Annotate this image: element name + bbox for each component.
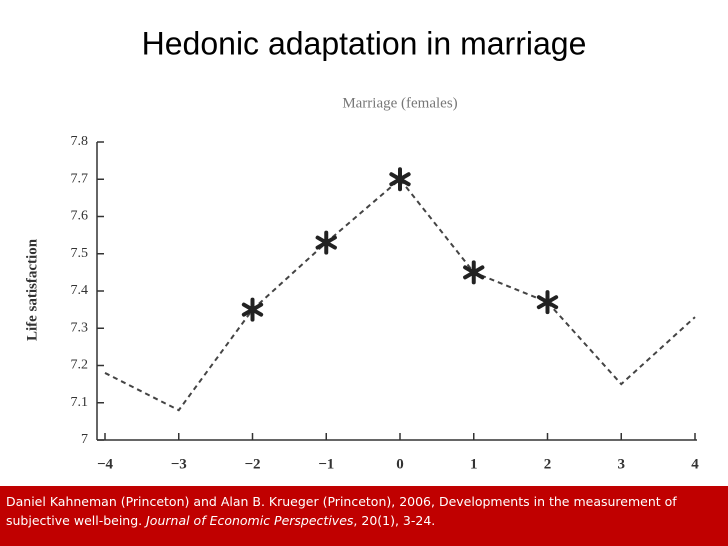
citation: Daniel Kahneman (Princeton) and Alan B. … xyxy=(0,486,728,546)
data-line xyxy=(104,177,696,412)
significance-star xyxy=(315,230,337,255)
y-tick-label: 7.5 xyxy=(71,246,89,261)
slide-title: Hedonic adaptation in marriage xyxy=(142,25,587,61)
y-tick-label: 7.2 xyxy=(71,358,89,373)
y-tick-label: 7.8 xyxy=(71,134,89,149)
x-tick-label: −2 xyxy=(244,456,260,472)
significance-star xyxy=(536,290,559,315)
y-axis-label: Life satisfaction xyxy=(24,238,40,341)
x-tick-label: 4 xyxy=(691,456,699,472)
y-tick-label: 7 xyxy=(81,432,88,447)
y-tick-label: 7.4 xyxy=(71,283,89,298)
citation-journal: Journal of Economic Perspectives xyxy=(146,513,354,528)
chart-title: Marriage (females) xyxy=(342,95,457,111)
x-tick-label: −3 xyxy=(171,456,187,472)
y-tick-label: 7.6 xyxy=(71,209,89,224)
chart: Hedonic adaptation in marriage Marriage … xyxy=(24,25,699,472)
y-tick-label: 7.3 xyxy=(71,320,89,335)
y-tick-label: 7.7 xyxy=(71,171,89,186)
significance-star xyxy=(389,167,411,192)
y-tick-label: 7.1 xyxy=(71,395,89,410)
x-tick-label: 3 xyxy=(618,456,626,472)
x-tick-label: 2 xyxy=(544,456,552,472)
citation-text: Daniel Kahneman (Princeton) and Alan B. … xyxy=(6,494,677,528)
citation-rest: , 20(1), 3-24. xyxy=(353,513,436,528)
significance-star xyxy=(463,260,485,285)
x-tick-label: −4 xyxy=(97,456,114,472)
x-tick-label: 1 xyxy=(470,456,478,472)
x-tick-label: −1 xyxy=(318,456,334,472)
x-tick-label: 0 xyxy=(396,456,404,472)
significance-star xyxy=(241,297,264,322)
